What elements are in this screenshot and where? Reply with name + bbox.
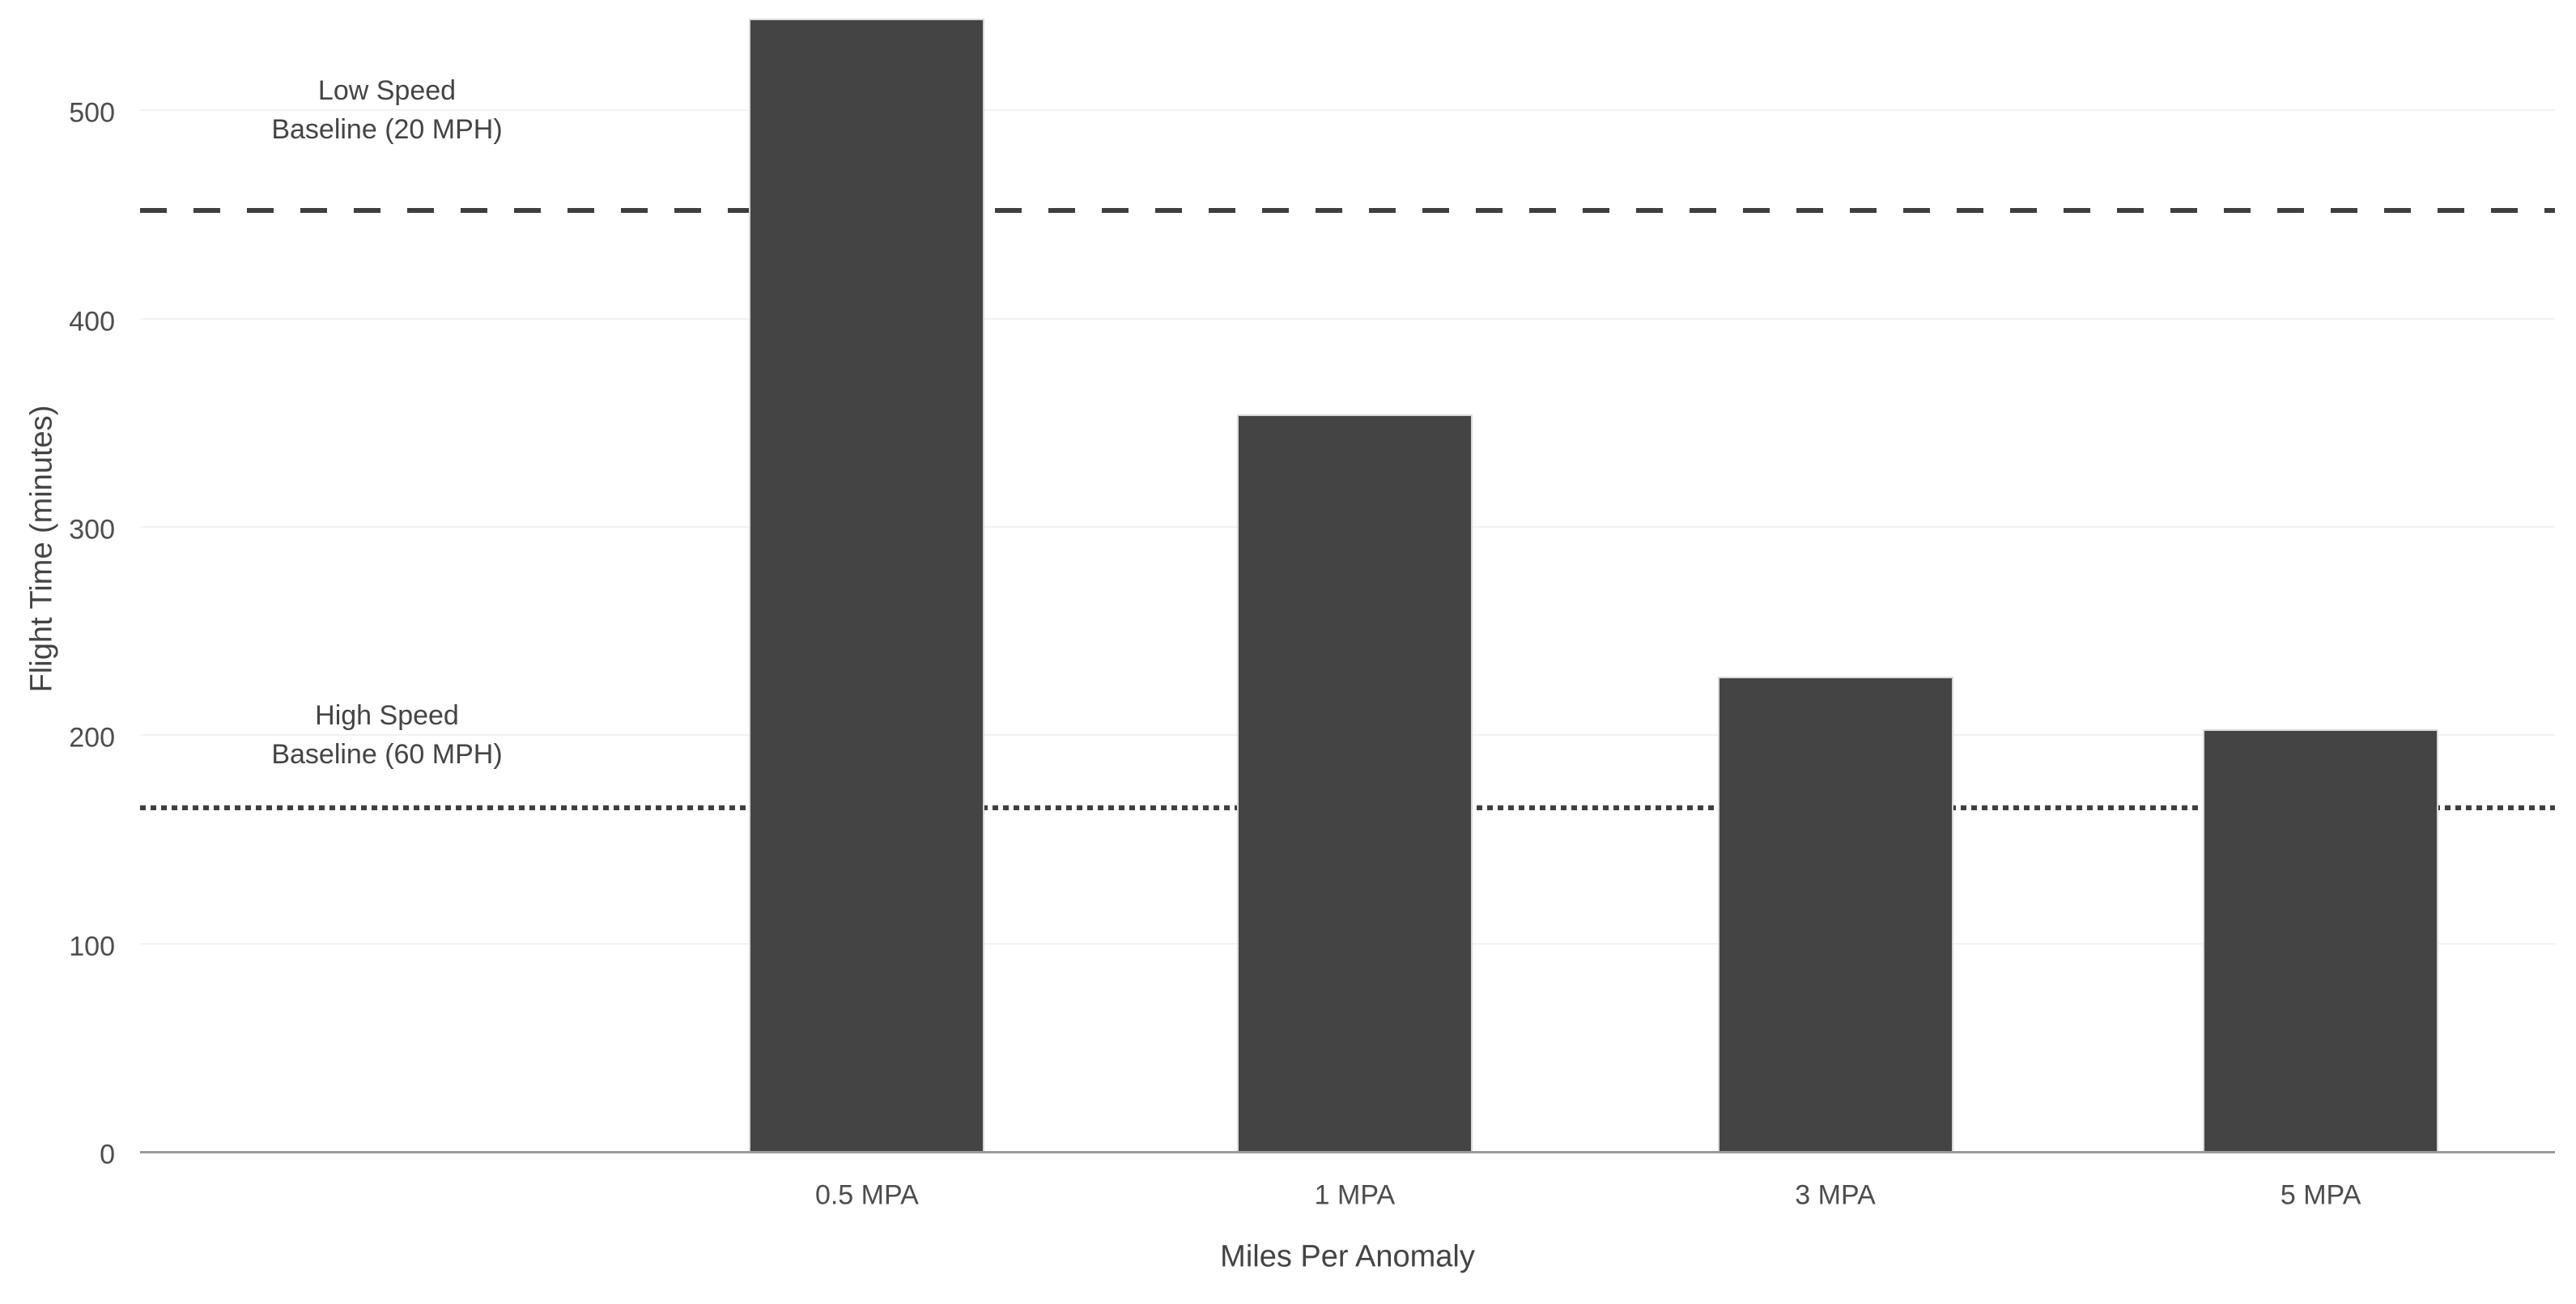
y-tick-label-400: 400 <box>69 306 115 338</box>
low-speed-baseline-line <box>140 207 2555 213</box>
x-tick-label-0-5-mpa: 0.5 MPA <box>814 1179 919 1211</box>
y-tick-label-0: 0 <box>100 1139 115 1170</box>
annotation-low-speed-baseline: Low Speed Baseline (20 MPH) <box>271 71 502 149</box>
annotation-line: Low Speed <box>317 75 457 106</box>
annotation-line: Baseline (60 MPH) <box>271 739 503 770</box>
y-tick-label-500: 500 <box>69 97 115 129</box>
y-tick-label-200: 200 <box>69 722 115 754</box>
bar-5-mpa <box>2203 728 2439 1152</box>
x-tick-label-1-mpa: 1 MPA <box>1314 1179 1396 1211</box>
bar-0-5-mpa <box>749 19 985 1152</box>
x-tick-label-3-mpa: 3 MPA <box>1795 1179 1876 1211</box>
y-tick-label-100: 100 <box>69 931 115 962</box>
x-axis-line <box>140 1151 2555 1153</box>
y-axis-title: Flight Time (minutes) <box>24 405 59 693</box>
y-tick-label-300: 300 <box>69 514 115 546</box>
x-tick-label-5-mpa: 5 MPA <box>2280 1179 2361 1211</box>
annotation-line: High Speed <box>315 700 459 731</box>
gridline-500 <box>140 109 2555 112</box>
annotation-high-speed-baseline: High Speed Baseline (60 MPH) <box>271 696 502 774</box>
bar-3-mpa <box>1717 677 1953 1152</box>
annotation-line: Baseline (20 MPH) <box>271 114 503 145</box>
x-axis-title: Miles Per Anomaly <box>1220 1239 1475 1274</box>
gridline-400 <box>140 317 2555 320</box>
bar-1-mpa <box>1236 414 1473 1152</box>
